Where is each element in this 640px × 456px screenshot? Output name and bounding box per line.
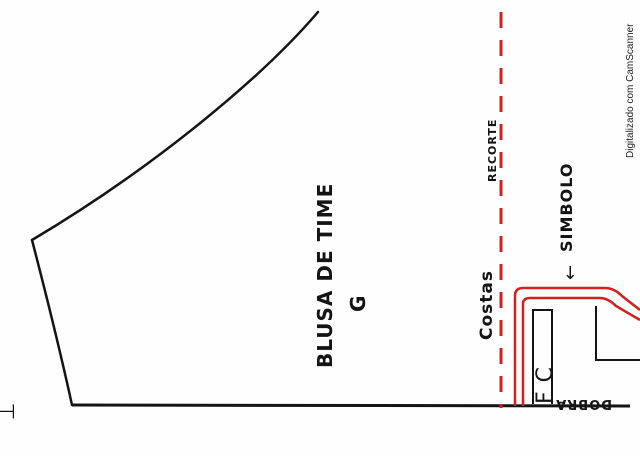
pattern-title: BLUSA DE TIME [313,183,337,368]
watermark-text: Digitalizado com CamScanner [625,23,636,158]
symbol-red-outline-outer [513,286,640,406]
hem-line [71,403,631,408]
cut-label: RECORTE [486,119,499,182]
symbol-label: SIMBOLO [557,163,576,252]
side-seam-line [30,238,74,407]
symbol-red-outline-inner [521,296,640,406]
pattern-size: G [346,295,370,312]
symbol-inner-box [532,309,553,404]
armhole-curve [30,10,320,242]
fold-label: DOBRA [555,396,612,411]
fold-letters: F C [533,366,558,404]
symbol-right-bracket [595,306,640,361]
arrow-left-icon: ← [560,264,581,280]
corner-mark: ⊥ [0,402,19,420]
back-label: Costas [477,270,497,340]
scanner-watermark: Digitalizado com CamScanner [625,23,636,158]
